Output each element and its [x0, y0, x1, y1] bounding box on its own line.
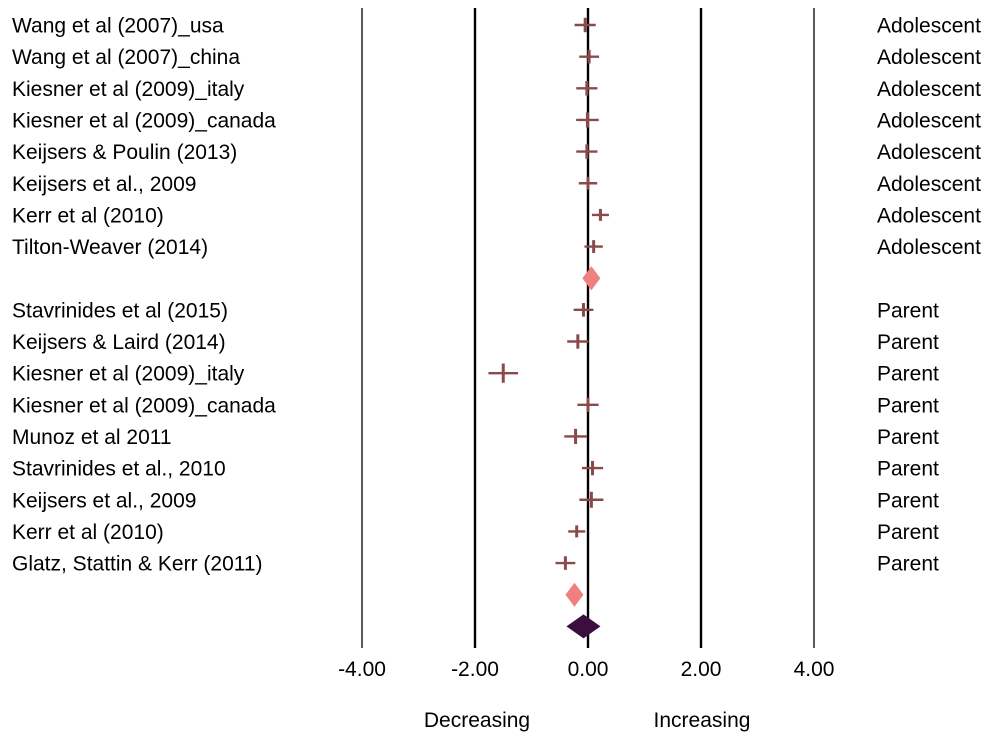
study-label: Keijsers & Laird (2014) [12, 331, 226, 354]
study-label: Tilton-Weaver (2014) [12, 236, 208, 259]
group-label: Parent [877, 331, 939, 354]
study-label: Kerr et al (2010) [12, 521, 164, 544]
group-label: Adolescent [877, 78, 981, 101]
x-tick-label: 2.00 [681, 658, 722, 681]
subgroup-summary-diamond [582, 266, 601, 291]
x-tick-label: -2.00 [451, 658, 499, 681]
study-label: Munoz et al 2011 [12, 426, 172, 449]
study-label: Stavrinides et al (2015) [12, 299, 228, 322]
study-label: Stavrinides et al., 2010 [12, 458, 226, 481]
x-tick-label: -4.00 [338, 658, 386, 681]
group-label: Adolescent [877, 173, 981, 196]
group-label: Adolescent [877, 204, 981, 227]
group-label: Adolescent [877, 46, 981, 69]
group-label: Adolescent [877, 109, 981, 132]
group-label: Parent [877, 553, 939, 576]
study-label: Kiesner et al (2009)_italy [12, 78, 245, 101]
study-label: Keijsers et al., 2009 [12, 489, 196, 512]
group-label: Parent [877, 426, 939, 449]
group-label: Adolescent [877, 141, 981, 164]
increasing-label: Increasing [654, 709, 751, 732]
study-label: Glatz, Stattin & Kerr (2011) [12, 553, 263, 576]
group-label: Parent [877, 394, 939, 417]
study-label: Kiesner et al (2009)_canada [12, 394, 276, 417]
study-label: Kerr et al (2010) [12, 204, 164, 227]
study-label: Keijsers et al., 2009 [12, 173, 196, 196]
group-label: Parent [877, 458, 939, 481]
study-label: Kiesner et al (2009)_canada [12, 109, 276, 132]
group-label: Parent [877, 489, 939, 512]
study-label: Kiesner et al (2009)_italy [12, 363, 245, 386]
subgroup-summary-diamond [565, 582, 584, 607]
study-label: Wang et al (2007)_china [12, 46, 240, 69]
group-label: Adolescent [877, 15, 981, 38]
group-label: Adolescent [877, 236, 981, 259]
study-label: Keijsers & Poulin (2013) [12, 141, 237, 164]
study-label: Wang et al (2007)_usa [12, 15, 224, 38]
overall-summary-diamond [566, 614, 601, 639]
group-label: Parent [877, 363, 939, 386]
x-tick-label: 0.00 [568, 658, 609, 681]
decreasing-label: Decreasing [424, 709, 530, 732]
group-label: Parent [877, 521, 939, 544]
x-tick-label: 4.00 [794, 658, 835, 681]
group-label: Parent [877, 299, 939, 322]
